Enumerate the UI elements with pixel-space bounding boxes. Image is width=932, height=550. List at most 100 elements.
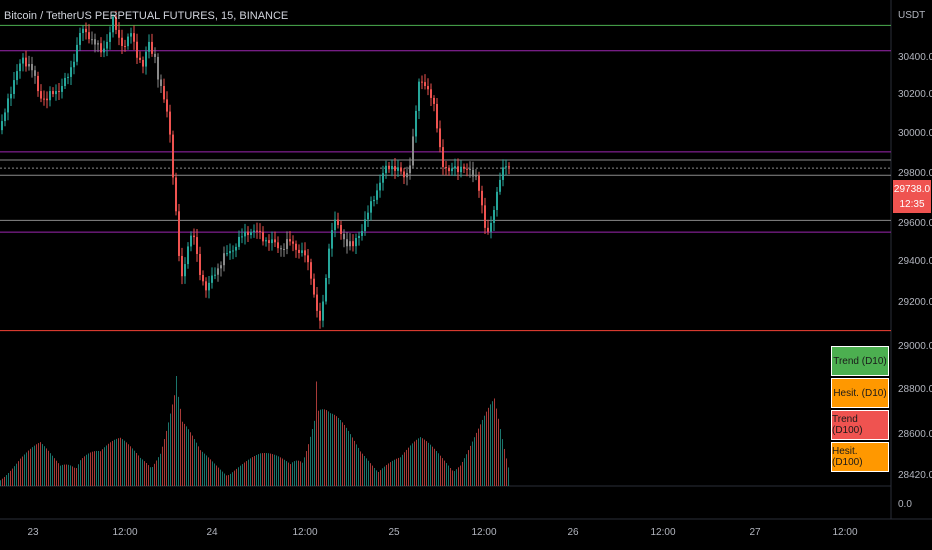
volume-bar <box>8 473 9 486</box>
candle-body <box>484 205 486 228</box>
candle-body <box>91 39 93 41</box>
chart-title: Bitcoin / TetherUS PERPETUAL FUTURES, 15… <box>4 10 289 22</box>
volume-bar <box>250 458 251 486</box>
candle-body <box>301 250 303 253</box>
volume-bar <box>70 465 71 486</box>
candle-body <box>211 275 213 283</box>
volume-bar <box>96 450 97 486</box>
candle-body <box>415 110 417 137</box>
volume-bar <box>498 418 499 486</box>
candle-body <box>376 190 378 200</box>
volume-bar <box>154 463 155 486</box>
volume-bar <box>468 450 469 486</box>
candle-body <box>340 225 342 234</box>
volume-bar <box>234 470 235 486</box>
candle-body <box>163 85 165 100</box>
volume-bar <box>436 450 437 486</box>
candle-body <box>364 219 366 232</box>
candle-body <box>343 233 345 240</box>
candle-body <box>85 28 87 33</box>
candle-body <box>466 168 468 170</box>
volume-bar <box>442 458 443 486</box>
volume-bar <box>78 464 79 486</box>
candle-body <box>355 238 357 247</box>
candle-body <box>325 277 327 302</box>
volume-bar <box>10 470 11 486</box>
candle-body <box>313 278 315 295</box>
candle-body <box>274 239 276 243</box>
volume-bar <box>178 396 179 486</box>
candle-body <box>358 235 360 239</box>
volume-bar <box>428 442 429 486</box>
candle-body <box>499 179 501 192</box>
candle-body <box>100 43 102 53</box>
legend-hesit-d100: Hesit. (D100) <box>831 442 889 472</box>
candle-body <box>448 168 450 172</box>
volume-bar <box>102 449 103 486</box>
axes: USDT 30400.0 30200.0 30000.0 29800.0 29600.0 2… <box>27 10 932 538</box>
volume-bar <box>318 410 319 486</box>
volume-bar <box>200 450 201 486</box>
volume-bar <box>194 439 195 486</box>
volume-bar <box>60 465 61 486</box>
candle-body <box>166 99 168 112</box>
volume-bar <box>448 465 449 486</box>
volume-bar <box>294 461 295 486</box>
volume-bar <box>190 432 191 486</box>
volume-bar <box>408 447 409 486</box>
candle-body <box>160 79 162 86</box>
candle-body <box>265 240 267 242</box>
volume-bar <box>266 453 267 486</box>
volume-bar <box>422 438 423 486</box>
volume-bar <box>244 462 245 486</box>
volume-bar <box>508 467 509 486</box>
price-axis-label: 28600.0 <box>898 429 932 440</box>
candle-body <box>226 253 228 255</box>
volume-bar <box>418 438 419 486</box>
volume-bar <box>26 452 27 486</box>
time-axis-label: 27 <box>749 527 761 538</box>
volume-bar <box>216 465 217 486</box>
candle-body <box>136 41 138 58</box>
volume-bar <box>506 458 507 486</box>
volume-bar <box>272 454 273 486</box>
candle-body <box>382 173 384 183</box>
volume-bar <box>254 455 255 486</box>
volume-bar <box>94 451 95 486</box>
volume-bar <box>16 463 17 486</box>
candle-body <box>25 57 27 67</box>
candle-body <box>13 80 15 94</box>
volume-bar <box>304 457 305 486</box>
candle-body <box>229 251 231 254</box>
volume-bar <box>40 442 41 486</box>
volume-bar <box>452 470 453 486</box>
volume-bar <box>174 395 175 486</box>
volume-bar <box>290 464 291 486</box>
volume-bar <box>348 430 349 486</box>
volume-bar <box>48 450 49 486</box>
candle-body <box>250 232 252 236</box>
volume-bar <box>258 454 259 486</box>
legend-label: Trend (D10) <box>833 355 887 367</box>
candle-body <box>286 239 288 249</box>
volume-bar <box>98 450 99 486</box>
candle-body <box>169 111 171 135</box>
candle-body <box>121 37 123 46</box>
volume-bar <box>292 462 293 486</box>
candle-body <box>154 53 156 57</box>
candle-body <box>244 231 246 237</box>
volume-bar <box>146 463 147 486</box>
candle-body <box>259 230 261 232</box>
candle-body <box>451 168 453 172</box>
candle-body <box>391 166 393 170</box>
volume-bar <box>382 468 383 486</box>
volume-bar <box>218 467 219 486</box>
volume-bar <box>222 471 223 486</box>
candle-body <box>439 128 441 148</box>
volume-bar <box>480 424 481 486</box>
candle-body <box>346 239 348 247</box>
volume-bar <box>88 453 89 486</box>
volume-bar <box>262 453 263 486</box>
volume-bar <box>124 440 125 486</box>
